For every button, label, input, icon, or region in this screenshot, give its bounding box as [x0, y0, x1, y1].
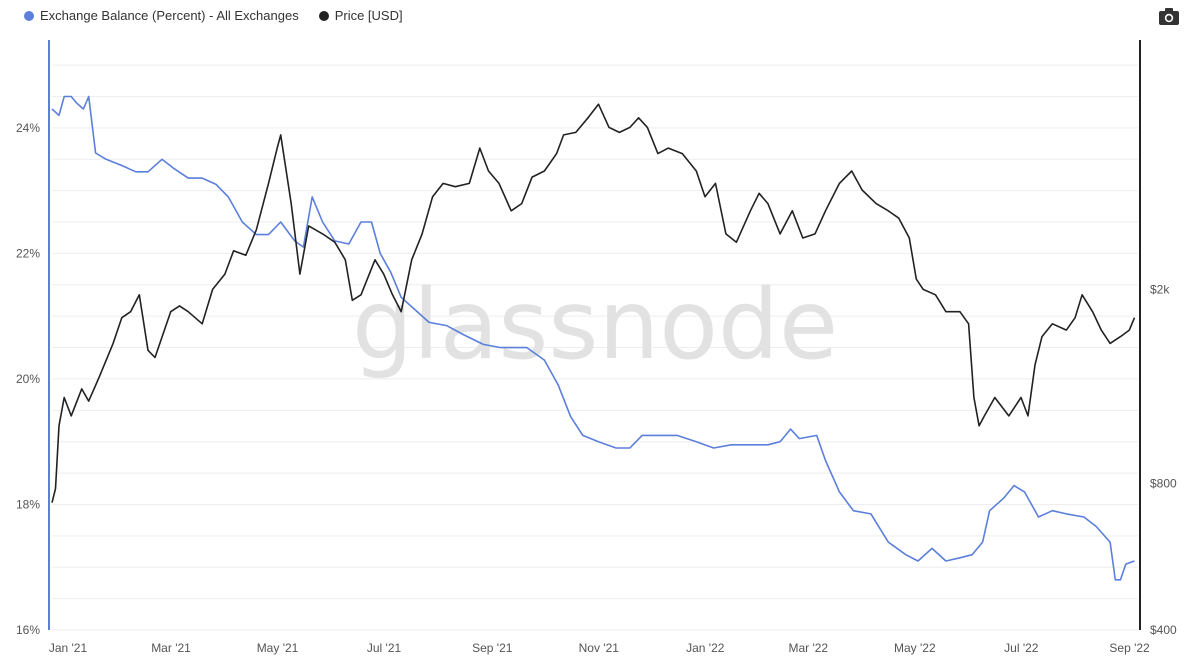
x-tick-label: Jul '21: [367, 641, 402, 655]
right-axis-ticks: $400 $800 $2k: [1150, 282, 1177, 637]
legend-label-price: Price [USD]: [334, 8, 403, 23]
series-line-price: [51, 103, 1136, 503]
left-tick-label: 16%: [16, 623, 40, 637]
legend-item-price[interactable]: Price [USD]: [318, 8, 403, 23]
x-tick-label: Mar '22: [788, 641, 828, 655]
x-tick-label: Jul '22: [1004, 641, 1039, 655]
legend-dot-price: [318, 10, 329, 21]
camera-icon[interactable]: [1158, 6, 1180, 26]
x-tick-label: Nov '21: [579, 641, 620, 655]
legend-label-exchange-balance: Exchange Balance (Percent) - All Exchang…: [40, 8, 299, 23]
right-tick-label: $2k: [1150, 282, 1170, 296]
left-axis-ticks: 16% 18% 20% 22% 24%: [16, 121, 40, 637]
left-tick-label: 22%: [16, 246, 40, 260]
legend-item-exchange-balance[interactable]: Exchange Balance (Percent) - All Exchang…: [24, 8, 299, 23]
series-line-exchange-balance: [51, 95, 1135, 581]
x-tick-label: Jan '21: [49, 641, 88, 655]
x-tick-label: Sep '22: [1109, 641, 1150, 655]
x-tick-label: Jan '22: [686, 641, 725, 655]
x-tick-label: Mar '21: [151, 641, 191, 655]
legend-dot-exchange-balance: [24, 10, 34, 21]
right-tick-label: $400: [1150, 623, 1177, 637]
x-tick-label: May '21: [257, 641, 299, 655]
x-tick-label: May '22: [894, 641, 936, 655]
chart-legend: Exchange Balance (Percent) - All Exchang…: [24, 8, 403, 23]
x-axis-ticks: Jan '21 Mar '21 May '21 Jul '21 Sep '21 Nov '…: [49, 641, 1150, 655]
x-tick-label: Sep '21: [472, 641, 513, 655]
left-tick-label: 18%: [16, 497, 40, 511]
left-tick-label: 20%: [16, 372, 40, 386]
left-tick-label: 24%: [16, 121, 40, 135]
watermark-text: glassnode: [352, 269, 838, 381]
right-tick-label: $800: [1150, 476, 1177, 490]
